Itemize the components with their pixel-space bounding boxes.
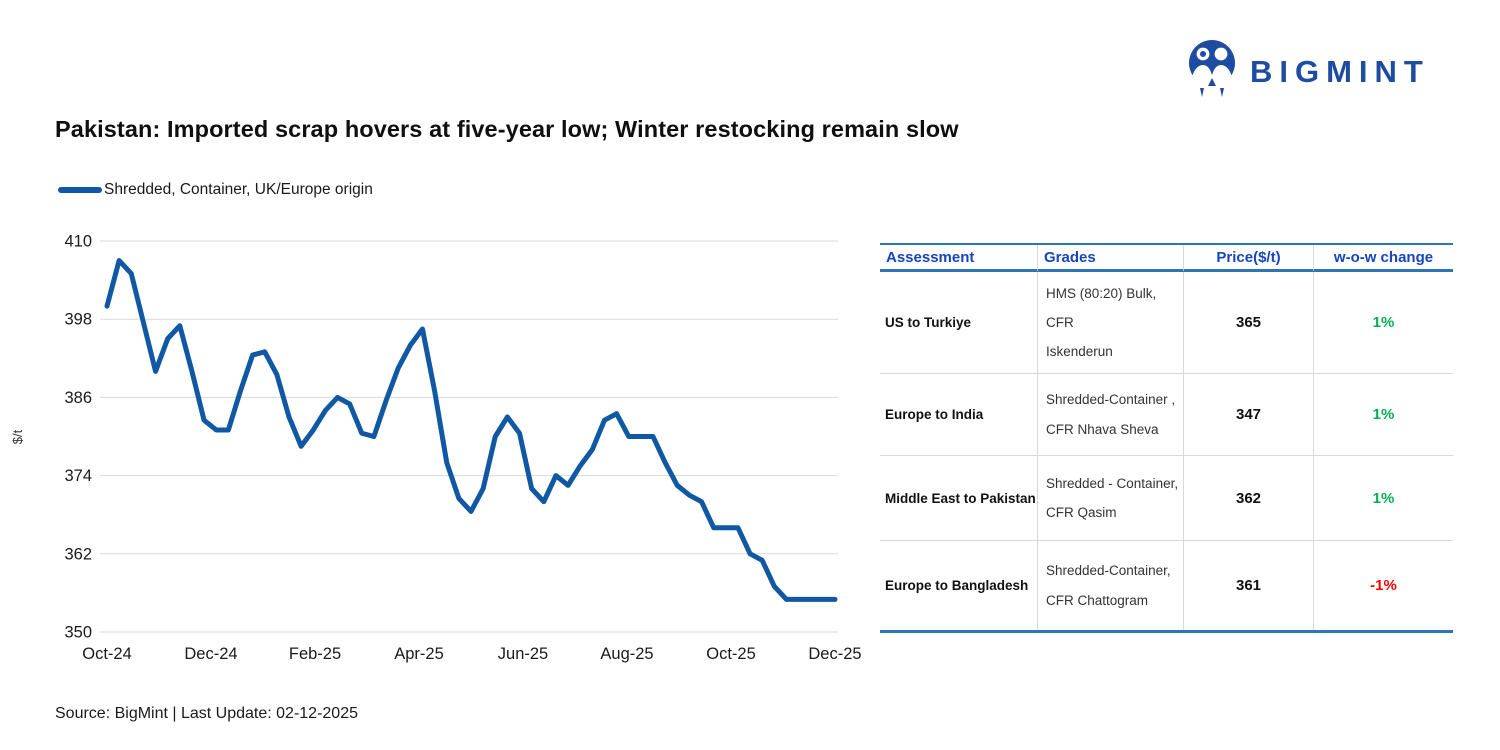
wow-change-cell: 1% <box>1313 374 1453 456</box>
y-tick-label: 386 <box>64 389 92 407</box>
y-tick-label: 398 <box>64 311 92 329</box>
col-header-wow-change: w-o-w change <box>1313 245 1453 272</box>
grades-cell: Shredded-Container , CFR Nhava Sheva <box>1037 374 1183 456</box>
price-trend-chart: 350 362 374 386 398 410 Oct-24 Dec-24 Feb-25 Apr-… <box>10 233 862 664</box>
wow-change-cell: -1% <box>1313 541 1453 630</box>
legend-label: Shredded, Container, UK/Europe origin <box>104 181 373 198</box>
assessment-cell: US to Turkiye <box>880 272 1037 374</box>
price-cell: 347 <box>1183 374 1313 456</box>
report-title: Pakistan: Imported scrap hovers at five-… <box>55 116 959 142</box>
bigmint-logo: BIGMINT <box>1188 38 1430 100</box>
grades-cell: HMS (80:20) Bulk, CFR Iskenderun <box>1037 272 1183 374</box>
price-line <box>104 258 838 602</box>
price-cell: 365 <box>1183 272 1313 374</box>
y-tick-label: 362 <box>64 545 92 563</box>
col-header-grades: Grades <box>1037 245 1183 272</box>
x-tick-label: Apr-25 <box>394 645 444 663</box>
chart-legend: Shredded, Container, UK/Europe origin <box>58 181 373 199</box>
x-tick-label: Feb-25 <box>289 645 341 663</box>
assessment-cell: Europe to India <box>880 374 1037 456</box>
price-cell: 361 <box>1183 541 1313 630</box>
x-tick-label: Jun-25 <box>498 645 548 663</box>
x-tick-label: Dec-24 <box>184 645 237 663</box>
bigmint-logo-text: BIGMINT <box>1250 54 1430 89</box>
bigmint-logo-icon <box>1189 40 1235 97</box>
y-tick-label: 410 <box>64 233 92 251</box>
price-cell: 362 <box>1183 456 1313 541</box>
x-tick-label: Oct-25 <box>706 645 756 663</box>
legend-line-swatch <box>58 187 102 193</box>
x-tick-label: Aug-25 <box>600 645 653 663</box>
grades-cell: Shredded - Container, CFR Qasim <box>1037 456 1183 541</box>
assessment-cell: Middle East to Pakistan <box>880 456 1037 541</box>
assessment-table: Assessment Grades Price($/t) w-o-w chang… <box>880 243 1453 633</box>
y-axis-title: $/t <box>10 429 25 444</box>
grades-cell: Shredded-Container, CFR Chattogram <box>1037 541 1183 630</box>
col-header-assessment: Assessment <box>880 245 1037 272</box>
x-tick-label: Oct-24 <box>82 645 132 663</box>
y-tick-label: 374 <box>64 467 92 485</box>
assessment-cell: Europe to Bangladesh <box>885 578 1029 593</box>
wow-change-cell: 1% <box>1313 272 1453 374</box>
x-tick-label: Dec-25 <box>808 645 861 663</box>
source-note: Source: BigMint | Last Update: 02-12-202… <box>55 705 358 722</box>
y-tick-label: 350 <box>64 624 92 642</box>
col-header-price: Price($/t) <box>1183 245 1313 272</box>
wow-change-cell: 1% <box>1313 456 1453 541</box>
